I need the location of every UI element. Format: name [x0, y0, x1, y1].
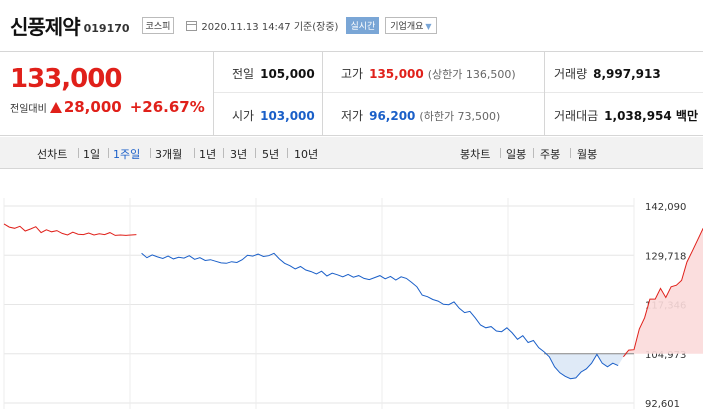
- change-value: 28,000: [63, 98, 122, 116]
- tab-divider: [223, 148, 224, 158]
- candle-chart-label: 봉차트: [460, 148, 491, 161]
- up-area-fill: [623, 229, 703, 354]
- change-percent: +26.67%: [129, 98, 205, 116]
- tab-3m[interactable]: 3개월: [155, 148, 183, 161]
- low-value: 96,200: [369, 109, 416, 123]
- stock-code: 019170: [83, 22, 130, 35]
- tab-divider: [255, 148, 256, 158]
- tab-1y[interactable]: 1년: [199, 148, 217, 161]
- chevron-down-icon: ▼: [425, 22, 432, 31]
- stock-header: 신풍제약 019170 코스피 2020.11.13 14:47 기준(장중) …: [0, 0, 703, 52]
- current-price: 133,000: [10, 64, 122, 94]
- volume-value: 8,997,913: [593, 67, 661, 81]
- y-tick-label: 142,090: [645, 202, 686, 213]
- price-box: 133,000 전일대비 28,000 +26.67%: [0, 52, 214, 136]
- up-triangle-icon: [49, 101, 62, 113]
- calendar-icon: [186, 20, 198, 31]
- quote-summary: 133,000 전일대비 28,000 +26.67% 전일 105,000 고가…: [0, 52, 703, 136]
- prev-close-value: 105,000: [260, 67, 315, 81]
- prev-close-stat: 전일 105,000: [232, 65, 315, 82]
- volume-stat: 거래량 8,997,913: [554, 65, 661, 82]
- open-value: 103,000: [260, 109, 315, 123]
- tab-1d[interactable]: 1일: [83, 148, 101, 161]
- chart-period-tabs: 선차트 1일 1주일 3개월 1년 3년 5년 10년 봉차트 일봉 주봉 월봉: [0, 137, 703, 169]
- open-stat: 시가 103,000: [232, 107, 315, 124]
- down-area-fill: [549, 353, 703, 379]
- tab-divider: [108, 148, 109, 158]
- y-tick-label: 104,973: [645, 350, 686, 361]
- upper-limit: (상한가 136,500): [427, 68, 516, 81]
- y-tick-label: 92,601: [645, 399, 680, 410]
- quote-datetime: 2020.11.13 14:47 기준(장중): [201, 22, 339, 33]
- tab-divider: [287, 148, 288, 158]
- realtime-button[interactable]: 실시간: [346, 17, 380, 34]
- tab-divider: [78, 148, 79, 158]
- high-stat: 고가 135,000 (상한가 136,500): [341, 65, 516, 82]
- market-badge: 코스피: [141, 17, 175, 34]
- tab-1w[interactable]: 1주일: [113, 148, 141, 161]
- tab-divider: [570, 148, 571, 158]
- tab-divider: [500, 148, 501, 158]
- amount-label: 거래대금: [554, 109, 599, 123]
- company-overview-button[interactable]: 기업개요 ▼: [385, 17, 437, 34]
- high-value: 135,000: [369, 67, 424, 81]
- volume-label: 거래량: [554, 67, 588, 81]
- column-divider: [322, 52, 323, 136]
- series-line: [623, 227, 703, 358]
- series-line: [3, 223, 137, 236]
- column-divider: [544, 52, 545, 136]
- open-label: 시가: [232, 109, 255, 123]
- tab-divider: [150, 148, 151, 158]
- company-overview-label: 기업개요: [390, 22, 424, 32]
- low-stat: 저가 96,200 (하한가 73,500): [341, 107, 500, 124]
- tab-10y[interactable]: 10년: [294, 148, 319, 161]
- high-label: 고가: [341, 67, 364, 81]
- row-divider: [214, 92, 703, 93]
- y-tick-label: 129,718: [645, 251, 686, 262]
- stock-name[interactable]: 신풍제약: [10, 15, 81, 39]
- change-label: 전일대비: [10, 103, 47, 115]
- series-line: [141, 252, 619, 380]
- tab-weekly[interactable]: 주봉: [540, 148, 561, 161]
- line-chart-label: 선차트: [37, 148, 68, 161]
- lower-limit: (하한가 73,500): [419, 110, 501, 123]
- prev-close-label: 전일: [232, 67, 255, 81]
- tab-daily[interactable]: 일봉: [506, 148, 527, 161]
- amount-value: 1,038,954 백만: [604, 109, 698, 123]
- tab-5y[interactable]: 5년: [262, 148, 280, 161]
- low-label: 저가: [341, 109, 364, 123]
- tab-monthly[interactable]: 월봉: [577, 148, 598, 161]
- tab-divider: [194, 148, 195, 158]
- tab-divider: [533, 148, 534, 158]
- amount-stat: 거래대금 1,038,954 백만: [554, 107, 698, 124]
- tab-3y[interactable]: 3년: [230, 148, 248, 161]
